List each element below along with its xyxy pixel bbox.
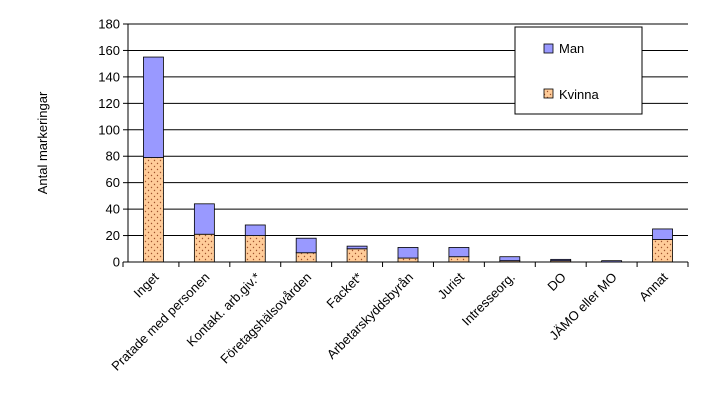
bar-segment-kvinna <box>193 233 215 263</box>
legend-swatch-kvinna <box>543 88 554 99</box>
bar-segment-man <box>550 258 572 262</box>
y-tick-label: 60 <box>106 175 120 190</box>
bar-segment-kvinna <box>143 157 164 263</box>
x-tick-label: Arbetarskyddsbyrån <box>324 270 416 362</box>
y-tick-label: 140 <box>98 69 120 84</box>
y-tick-label: 120 <box>98 96 120 111</box>
legend-label-kvinna: Kvinna <box>559 87 600 102</box>
x-tick-label: Intresseorg. <box>459 270 518 329</box>
y-tick-label: 100 <box>98 122 120 137</box>
y-tick-label: 0 <box>113 255 120 270</box>
bar-segment-man <box>193 203 215 235</box>
y-tick-label: 40 <box>106 202 120 217</box>
bar-segment-kvinna <box>295 252 317 263</box>
y-tick-label: 80 <box>106 149 120 164</box>
bar-segment-man <box>448 247 470 258</box>
y-axis-label: Antal markeringar <box>35 91 50 194</box>
legend-label-man: Man <box>559 41 584 56</box>
legend-box <box>514 26 643 115</box>
bar-segment-man <box>397 247 419 259</box>
y-tick-label: 160 <box>98 43 120 58</box>
x-tick-label: Pratade med personen <box>108 270 212 374</box>
x-tick-label: Facket* <box>323 270 365 312</box>
bar-segment-man <box>652 228 673 240</box>
x-tick-label: Annat <box>636 269 671 304</box>
bar-segment-kvinna <box>244 235 266 263</box>
legend-swatch-man <box>543 43 554 54</box>
bar-segment-kvinna <box>652 239 673 263</box>
x-tick-label: Jurist <box>434 269 467 302</box>
bar-segment-kvinna <box>397 257 419 263</box>
bar-segment-man <box>346 245 368 250</box>
x-tick-label: Inget <box>131 269 162 300</box>
x-tick-label: Företagshälsovården <box>217 270 314 367</box>
bar-segment-man <box>244 224 266 236</box>
y-tick-label: 180 <box>98 17 120 32</box>
bar-segment-kvinna <box>346 248 368 263</box>
legend: Man Kvinna <box>514 26 643 115</box>
bar-segment-man <box>143 56 164 158</box>
y-tick-label: 20 <box>106 228 120 243</box>
bar-segment-man <box>499 256 521 262</box>
bar-segment-man <box>295 237 317 254</box>
x-tick-label: DO <box>544 270 568 294</box>
bar-segment-kvinna <box>448 256 470 263</box>
